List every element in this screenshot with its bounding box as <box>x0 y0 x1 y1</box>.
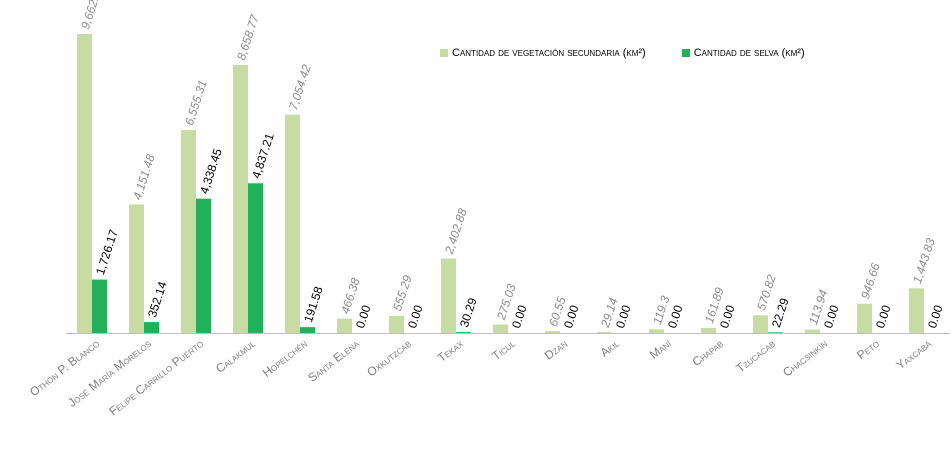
bar-vegetacion-tzucacab <box>753 315 768 333</box>
data-label-vegetacion-jose-maria-morelos: 4,151.48 <box>130 152 158 201</box>
data-label-selva-oxkutzcab: 0.00 <box>405 303 426 330</box>
bar-vegetacion-tekax <box>441 258 456 333</box>
legend-item-vegetacion: Cantidad de vegetación secundaria (km²) <box>440 47 646 59</box>
bar-selva-hopelchen <box>300 327 315 334</box>
data-label-selva-tekax: 30.29 <box>457 296 480 329</box>
bar-vegetacion-dzan <box>545 331 560 333</box>
data-label-selva-chapab: 0.00 <box>717 303 738 330</box>
bar-vegetacion-peto <box>857 303 872 333</box>
bar-selva-jose-maria-morelos <box>144 322 159 333</box>
data-label-selva-santa-elena: 0.00 <box>353 303 374 330</box>
category-label-peto: Peto <box>854 336 882 362</box>
bar-selva-felipe-carrillo-puerto <box>196 198 211 333</box>
category-label-dzan: Dzan <box>542 336 570 362</box>
data-label-selva-ticul: 0.00 <box>509 303 530 330</box>
bar-vegetacion-oxkutzcab <box>389 315 404 333</box>
data-label-vegetacion-othon-p-blanco: 9,662.10 <box>78 0 106 31</box>
bar-vegetacion-akil <box>597 332 612 333</box>
bar-vegetacion-santa-elena <box>337 318 352 334</box>
data-label-vegetacion-hopelchen: 7,054.42 <box>286 63 314 112</box>
data-label-selva-hopelchen: 191.58 <box>301 284 326 324</box>
data-label-selva-tzucacab: 22.29 <box>769 296 792 329</box>
bar-vegetacion-yaxcaba <box>909 288 924 333</box>
legend-swatch-vegetacion <box>440 49 448 57</box>
legend-item-selva: Cantidad de selva (km²) <box>681 47 805 59</box>
bar-selva-calakmul <box>248 183 263 333</box>
category-label-tekax: Tekax <box>435 336 467 365</box>
data-label-vegetacion-felipe-carrillo-puerto: 6,555.31 <box>182 78 210 127</box>
category-label-oxkutzcab: Oxkutzcab <box>364 336 414 379</box>
legend-swatch-selva <box>681 49 690 57</box>
category-label-tzucacab: Tzucacab <box>733 336 778 375</box>
data-label-selva-dzan: 0.00 <box>561 303 582 330</box>
category-label-santa-elena: Santa Elena <box>305 336 362 385</box>
bar-vegetacion-felipe-carrillo-puerto <box>181 130 196 333</box>
bar-vegetacion-mani <box>649 329 664 333</box>
bar-vegetacion-jose-maria-morelos <box>129 204 144 333</box>
bar-vegetacion-chapab <box>701 328 716 334</box>
bars-layer <box>77 34 924 334</box>
data-label-vegetacion-calakmul: 8,658.77 <box>234 12 262 62</box>
data-label-vegetacion-yaxcaba: 1,443.83 <box>910 236 938 285</box>
data-label-selva-chacsinkin: 0.00 <box>821 303 842 330</box>
data-label-selva-akil: 0.00 <box>613 303 634 330</box>
bar-vegetacion-chacsinkin <box>805 329 820 334</box>
bar-vegetacion-hopelchen <box>285 114 300 333</box>
data-label-vegetacion-peto: 946.66 <box>858 261 883 301</box>
legend-label-vegetacion: Cantidad de vegetación secundaria (km²) <box>452 47 646 59</box>
data-label-selva-mani: 0.00 <box>665 303 686 330</box>
category-label-akil: Akil <box>597 336 622 360</box>
data-label-selva-jose-maria-morelos: 352.14 <box>145 279 170 319</box>
bar-selva-tekax <box>456 332 471 334</box>
bar-vegetacion-ticul <box>493 324 508 334</box>
data-label-selva-peto: 0.00 <box>873 303 894 330</box>
category-label-hopelchen: Hopelchén <box>260 336 310 380</box>
bar-vegetacion-calakmul <box>233 65 248 333</box>
category-label-calakmul: Calakmul <box>213 336 258 376</box>
category-label-ticul: Ticul <box>489 336 518 363</box>
category-label-mani: Maní <box>647 336 675 362</box>
bar-selva-tzucacab <box>768 332 783 333</box>
category-label-chapab: Chapab <box>689 336 725 369</box>
category-label-felipe-carrillo-puerto: Felipe Carrillo Puerto <box>106 336 205 418</box>
legend: Cantidad de vegetación secundaria (km²) … <box>440 47 805 59</box>
data-label-selva-othon-p-blanco: 1,726.17 <box>93 227 121 276</box>
legend-label-selva: Cantidad de selva (km²) <box>693 47 805 59</box>
data-label-vegetacion-tekax: 2,402.88 <box>442 206 470 256</box>
data-label-selva-yaxcaba: 0.00 <box>925 303 946 330</box>
data-label-selva-felipe-carrillo-puerto: 4,338.45 <box>197 147 225 196</box>
category-label-yaxcaba: Yaxcabá <box>893 336 934 372</box>
bar-selva-othon-p-blanco <box>92 279 107 334</box>
bar-vegetacion-othon-p-blanco <box>77 34 92 333</box>
data-label-selva-calakmul: 4,837.21 <box>249 131 277 180</box>
category-label-chacsinkin: Chacsinkín <box>780 336 830 379</box>
